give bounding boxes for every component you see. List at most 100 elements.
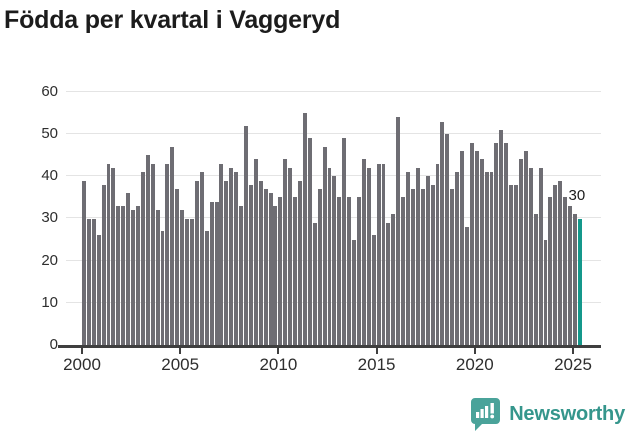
bar-2001Q2 <box>106 163 111 345</box>
newsworthy-wordmark: Newsworthy <box>509 402 625 425</box>
x-tick-label: 2015 <box>357 355 396 374</box>
bar-2001Q4 <box>116 205 121 345</box>
newsworthy-bubble-icon <box>471 397 501 431</box>
bar-2004Q2 <box>165 163 170 345</box>
gridline <box>66 175 601 177</box>
y-tick-label: 30 <box>41 209 58 227</box>
bar-2006Q4 <box>214 201 219 345</box>
bar-2024Q2 <box>558 180 563 345</box>
x-axis-tick <box>375 347 378 354</box>
bar-2019Q1 <box>455 172 460 345</box>
bar-2019Q2 <box>460 151 464 345</box>
bar-2011Q2 <box>302 113 307 345</box>
x-axis-tick <box>277 347 280 354</box>
bar-2005Q2 <box>185 218 190 345</box>
bar-2019Q4 <box>469 142 474 345</box>
newsworthy-logo[interactable]: Newsworthy <box>470 395 625 433</box>
bar-2017Q1 <box>415 167 420 345</box>
x-tick-label: 2005 <box>161 355 200 374</box>
bar-2016Q1 <box>396 117 401 345</box>
bar-2002Q4 <box>136 205 140 345</box>
x-axis-tick <box>473 347 476 354</box>
logo-bar-1 <box>476 411 480 418</box>
bar-2007Q2 <box>224 180 229 345</box>
bar-2008Q3 <box>248 184 253 345</box>
bar-2022Q3 <box>523 151 528 345</box>
bar-2023Q4 <box>548 197 553 345</box>
bar-2020Q2 <box>479 159 484 345</box>
bar-2013Q4 <box>352 239 356 345</box>
bar-2014Q4 <box>371 235 376 345</box>
bar-2024Q4 <box>568 205 573 345</box>
bar-2016Q3 <box>406 172 410 345</box>
bar-2012Q3 <box>327 167 332 345</box>
bar-2010Q1 <box>278 197 283 345</box>
bar-2009Q1 <box>258 180 263 345</box>
bar-2006Q3 <box>209 201 214 345</box>
bar-2018Q1 <box>435 163 440 345</box>
y-tick-label: 10 <box>41 293 58 311</box>
bar-2001Q3 <box>111 167 116 345</box>
bar-2000Q2 <box>86 218 91 345</box>
bar-2002Q2 <box>126 193 131 345</box>
bar-2014Q1 <box>356 197 361 345</box>
bar-2021Q4 <box>509 184 514 345</box>
bar-2004Q3 <box>170 146 175 345</box>
bar-2013Q2 <box>342 138 347 345</box>
bar-2007Q1 <box>219 163 224 345</box>
chart-title: Födda per kvartal i Vaggeryd <box>4 6 341 34</box>
bar-2005Q4 <box>194 180 199 345</box>
bar-2008Q2 <box>244 125 248 345</box>
bar-2021Q2 <box>499 129 504 345</box>
bar-2015Q2 <box>381 163 386 345</box>
bar-2025Q2 <box>577 218 582 345</box>
bar-2024Q1 <box>553 184 558 345</box>
bar-2011Q3 <box>307 138 312 345</box>
bar-2020Q1 <box>474 151 479 345</box>
bar-2000Q1 <box>82 180 86 345</box>
bar-2019Q3 <box>464 226 469 345</box>
bar-2002Q1 <box>121 205 126 345</box>
y-tick-label: 60 <box>41 82 58 100</box>
bar-2021Q1 <box>494 142 499 345</box>
bar-2013Q3 <box>347 197 352 345</box>
bar-2009Q4 <box>273 205 278 345</box>
bar-2022Q1 <box>514 184 519 345</box>
bar-2004Q1 <box>160 231 165 345</box>
bar-2000Q3 <box>91 218 96 345</box>
bar-2023Q1 <box>533 214 538 345</box>
bar-2022Q2 <box>518 159 523 345</box>
bar-2007Q3 <box>229 167 234 345</box>
bar-2024Q3 <box>563 197 568 345</box>
bar-2015Q3 <box>386 222 391 345</box>
bar-2020Q4 <box>489 172 494 345</box>
bar-2003Q3 <box>150 163 155 345</box>
bar-2003Q4 <box>155 210 160 345</box>
bar-2022Q4 <box>528 167 533 345</box>
bar-2007Q4 <box>234 172 239 345</box>
bar-2018Q4 <box>450 188 455 345</box>
bar-2006Q2 <box>204 231 209 345</box>
bar-2005Q3 <box>190 218 194 345</box>
x-tick-label: 2010 <box>259 355 298 374</box>
bar-2012Q2 <box>322 146 327 345</box>
x-axis-line <box>58 345 601 348</box>
bar-2004Q4 <box>175 188 180 345</box>
bar-2015Q4 <box>391 214 396 345</box>
bar-2009Q2 <box>263 188 268 345</box>
bar-2011Q1 <box>298 180 302 345</box>
bar-2011Q4 <box>312 222 317 345</box>
x-tick-label: 2025 <box>554 355 592 374</box>
bar-2023Q3 <box>543 239 548 345</box>
bar-2005Q1 <box>180 210 185 345</box>
bar-2018Q2 <box>440 121 445 345</box>
bar-2015Q1 <box>376 163 381 345</box>
bar-2016Q4 <box>410 188 415 345</box>
y-tick-label: 0 <box>49 336 58 353</box>
x-tick-label: 2020 <box>455 355 494 374</box>
bar-2012Q1 <box>317 188 322 345</box>
bar-2023Q2 <box>538 167 543 345</box>
x-axis-tick <box>81 347 83 354</box>
bar-2010Q4 <box>293 197 298 345</box>
